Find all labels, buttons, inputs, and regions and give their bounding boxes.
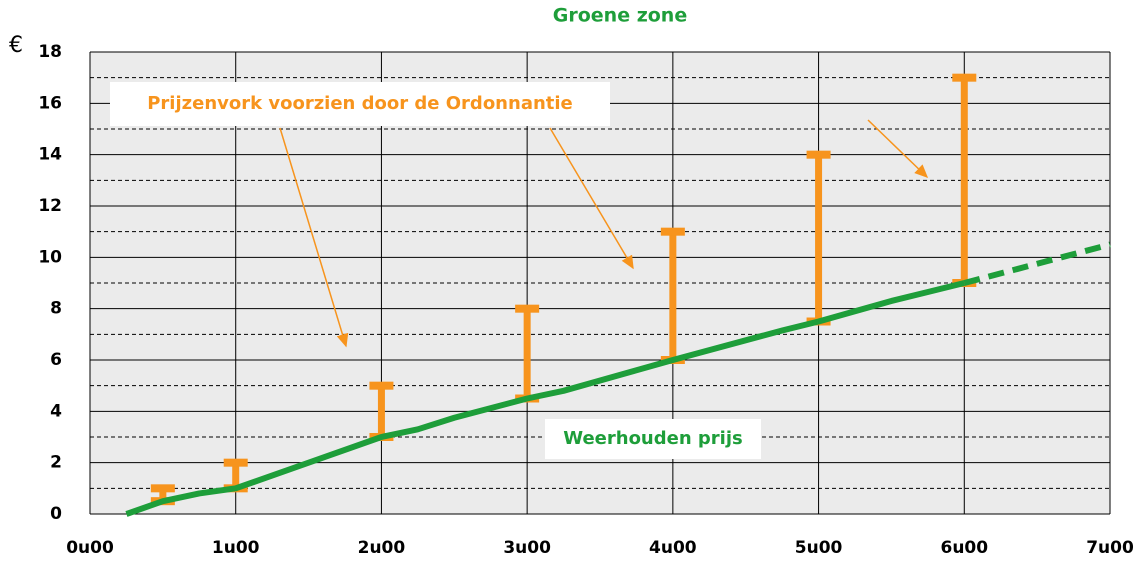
- chart-title: Groene zone: [553, 5, 687, 27]
- x-tick-label: 1u00: [212, 538, 260, 558]
- y-tick-label: 6: [50, 350, 62, 370]
- label-box: [110, 82, 610, 126]
- y-tick-label: 16: [38, 93, 62, 113]
- arrow: [867, 119, 929, 179]
- y-tick-label: 14: [38, 145, 62, 165]
- x-tick-label: 7u00: [1086, 538, 1134, 558]
- arrow: [279, 127, 349, 348]
- range-cap-high: [660, 227, 685, 236]
- marks: [125, 73, 1111, 517]
- x-tick-label: 4u00: [649, 538, 697, 558]
- arrows: [279, 119, 929, 348]
- range-cap-high: [150, 484, 175, 493]
- y-tick-label: 10: [38, 247, 62, 267]
- x-tick-label: 5u00: [795, 538, 843, 558]
- range-cap-high: [806, 150, 831, 159]
- y-tick-label: 0: [50, 504, 62, 524]
- range-cap-high: [369, 381, 394, 390]
- line: [963, 241, 1111, 286]
- range-cap-high: [952, 73, 977, 82]
- x-tick-label: 0u00: [66, 538, 114, 558]
- arrow: [549, 127, 634, 270]
- range-label: Prijzenvork voorzien door de Ordonnantie: [147, 93, 573, 114]
- x-tick-label: 6u00: [940, 538, 988, 558]
- series-label: Weerhouden prijs: [563, 428, 743, 449]
- y-tick-label: 18: [38, 42, 62, 62]
- y-tick-label: 8: [50, 299, 62, 319]
- x-tick-label: 3u00: [503, 538, 551, 558]
- range-cap-high: [515, 304, 540, 313]
- x-tick-label: 2u00: [358, 538, 406, 558]
- range-cap-high: [223, 458, 248, 467]
- y-axis-label: €: [9, 33, 23, 58]
- line: [125, 280, 966, 517]
- y-tick-label: 4: [50, 401, 62, 421]
- label-box: [545, 419, 761, 459]
- y-tick-label: 2: [50, 453, 62, 473]
- y-tick-label: 12: [38, 196, 62, 216]
